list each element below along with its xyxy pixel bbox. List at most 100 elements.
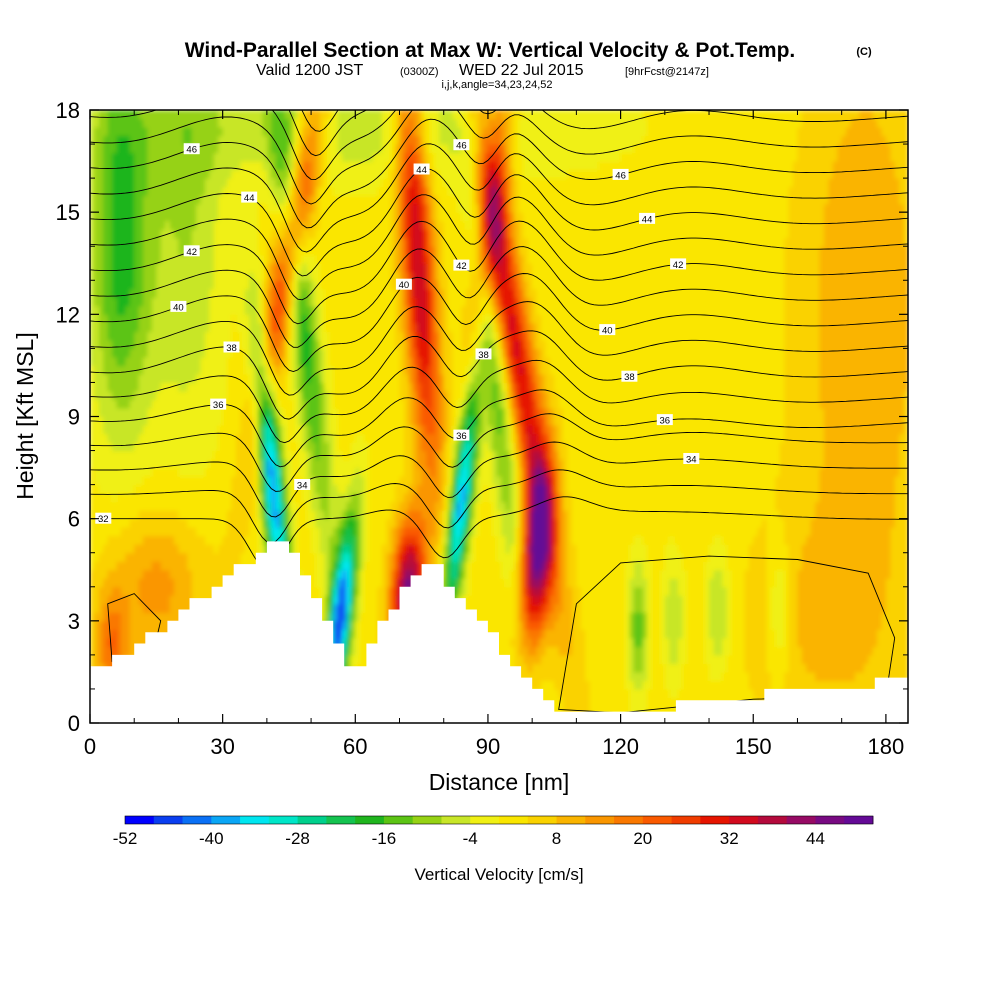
field-cell (231, 152, 237, 162)
field-cell (231, 527, 237, 537)
field-cell (231, 416, 237, 426)
field-cell (90, 561, 96, 571)
field-cell (266, 416, 272, 426)
field-cell (355, 118, 361, 128)
field-cell (160, 356, 166, 367)
field-cell (364, 237, 370, 247)
field-cell (390, 178, 396, 188)
field-cell (231, 305, 237, 315)
field-cell (372, 612, 378, 622)
field-cell (319, 152, 325, 162)
field-cell (116, 195, 122, 205)
field-cell (160, 144, 166, 154)
field-cell (359, 186, 365, 196)
field-cell (222, 127, 228, 137)
field-cell (364, 161, 370, 171)
field-cell (165, 246, 171, 256)
field-cell (98, 365, 104, 375)
field-cell (249, 484, 255, 494)
field-cell (319, 271, 325, 281)
field-cell (306, 569, 312, 579)
field-cell (147, 212, 153, 222)
field-cell (143, 263, 149, 273)
field-cell (381, 186, 387, 196)
field-cell (204, 178, 210, 188)
field-cell (160, 501, 166, 511)
field-cell (337, 450, 343, 460)
field-cell (333, 118, 339, 128)
field-cell (364, 467, 370, 477)
field-cell (266, 254, 272, 264)
field-cell (169, 433, 175, 443)
field-cell (165, 586, 171, 596)
field-cell (191, 390, 197, 401)
field-cell (98, 425, 104, 435)
field-cell (319, 263, 325, 273)
field-cell (120, 322, 126, 332)
field-cell (112, 297, 118, 307)
field-cell (143, 535, 149, 545)
field-cell (315, 518, 321, 528)
field-cell (90, 390, 96, 401)
field-cell (377, 399, 383, 409)
field-cell (187, 152, 193, 162)
field-cell (129, 620, 135, 630)
field-cell (107, 373, 113, 384)
field-cell (103, 229, 109, 239)
field-cell (275, 254, 281, 264)
field-cell (120, 612, 126, 622)
field-cell (218, 459, 224, 469)
field-cell (120, 450, 126, 460)
field-cell (138, 595, 144, 605)
field-cell (319, 195, 325, 205)
field-cell (174, 407, 180, 418)
field-cell (302, 322, 308, 332)
field-cell (386, 399, 392, 409)
field-cell (372, 467, 378, 477)
field-cell (244, 280, 250, 290)
field-cell (297, 178, 303, 188)
field-cell (333, 637, 339, 647)
field-cell (129, 246, 135, 256)
field-cell (174, 229, 180, 239)
field-cell (275, 535, 281, 545)
field-cell (222, 271, 228, 281)
field-cell (328, 322, 334, 332)
field-cell (311, 161, 317, 171)
field-cell (235, 254, 241, 264)
field-cell (333, 382, 339, 392)
field-cell (262, 373, 268, 384)
field-cell (138, 127, 144, 137)
field-cell (169, 144, 175, 154)
field-cell (143, 254, 149, 264)
field-cell (372, 212, 378, 222)
field-cell (355, 510, 361, 520)
field-cell (120, 535, 126, 545)
field-cell (342, 339, 348, 349)
field-cell (288, 339, 294, 349)
field-cell (275, 416, 281, 426)
field-cell (364, 407, 370, 418)
field-cell (165, 110, 171, 120)
field-cell (293, 178, 299, 188)
field-cell (200, 459, 206, 469)
field-cell (346, 271, 352, 281)
field-cell (386, 331, 392, 341)
field-cell (129, 527, 135, 537)
field-cell (293, 348, 299, 358)
field-cell (386, 450, 392, 460)
field-cell (156, 518, 162, 528)
field-cell (204, 229, 210, 239)
field-cell (174, 118, 180, 128)
field-cell (377, 510, 383, 520)
field-cell (107, 144, 113, 154)
field-cell (271, 425, 277, 435)
field-cell (244, 510, 250, 520)
field-cell (319, 110, 325, 120)
field-cell (390, 271, 396, 281)
field-cell (319, 373, 325, 384)
field-cell (165, 416, 171, 426)
field-cell (390, 135, 396, 145)
field-cell (156, 280, 162, 290)
field-cell (90, 459, 96, 469)
